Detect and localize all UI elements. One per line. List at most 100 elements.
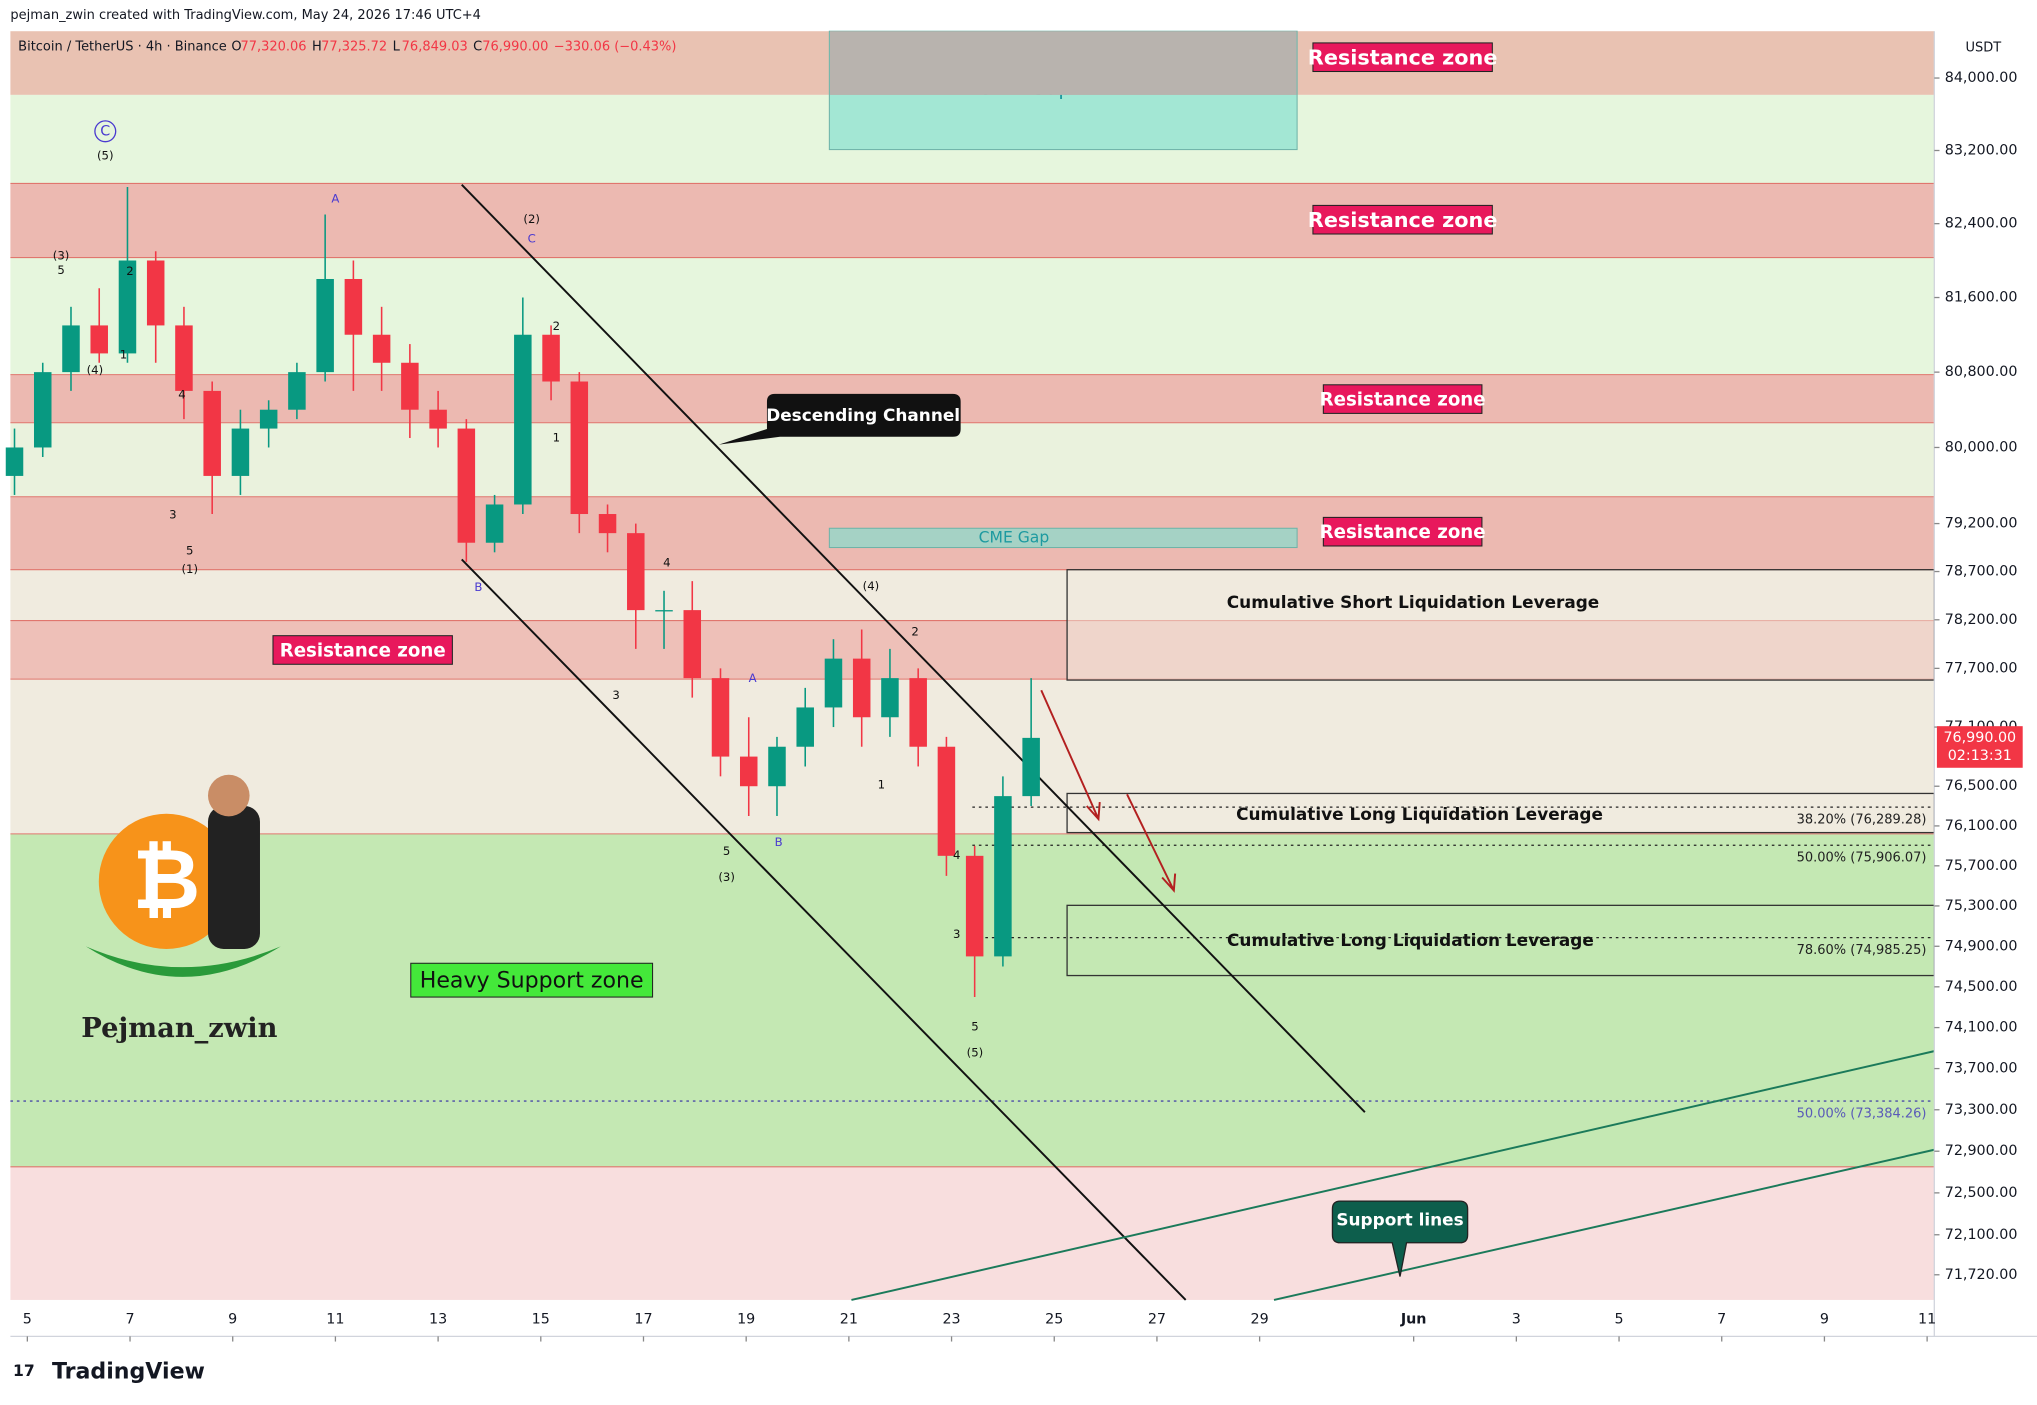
callout-box [718,393,961,445]
logo-symbol: ₿ [132,831,200,928]
wave-circle [94,120,117,143]
arrow [1126,793,1177,893]
x-tick-label: 5 [23,1311,32,1327]
ohlc-value: 76,990.00 [482,39,548,54]
candle-body [429,409,447,429]
ohlc-key: O [231,39,241,54]
candle-body [627,533,645,611]
avatar-head [207,774,250,817]
liquidation-label: Cumulative Long Liquidation Leverage [1227,930,1594,950]
candle-body [5,447,24,476]
x-tick-label: 15 [532,1311,550,1327]
price-tag-label: 76,990.00 [1943,730,2016,746]
fib-label: 50.00% (73,384.26) [1797,1107,1927,1122]
trend-line [461,184,1366,1113]
symbol: Bitcoin / TetherUS · 4h · Binance [18,39,227,54]
x-tick-label: 17 [634,1311,652,1327]
candle-body [824,658,843,708]
wave-label: 4 [663,555,670,569]
y-tick-label: 75,700.00 [1945,858,2018,874]
zone-label: Resistance zone [1308,208,1498,232]
y-tick-label: 76,500.00 [1945,778,2018,794]
ohlc-value: 77,320.06 [240,39,306,54]
zone-label: Resistance zone [280,640,446,661]
wave-label: (2) [523,212,540,226]
y-tick-label: 75,300.00 [1945,898,2018,914]
wave-label: B [474,580,482,594]
candle-body [146,260,165,326]
y-tick-label: 80,800.00 [1945,364,2018,380]
x-tick-label: 19 [737,1311,755,1327]
ohlc-value: 77,325.72 [321,39,387,54]
y-tick-label: 81,600.00 [1945,290,2018,306]
candle-body [1022,737,1040,797]
candle-body [965,855,984,957]
liquidation-label: Cumulative Long Liquidation Leverage [1236,804,1603,824]
arrow [1040,689,1101,822]
zone-label-box [272,635,453,665]
currency: USDT [1966,41,2002,56]
wave-label: 2 [911,624,918,638]
wave-label: 5 [971,1019,978,1033]
candle-body [655,610,673,612]
candle-body [937,746,956,856]
y-tick-label: 74,500.00 [1945,979,2018,995]
wave-label: C [528,232,536,246]
y-tick-label: 78,200.00 [1945,612,2018,628]
marks: C(5)(3)5 21(4)435(1)AB(2)C2143A5(3)B(4)21… [5,42,1498,1277]
trend-line [1273,1148,1935,1301]
zone-label-box [1312,204,1493,235]
liquidation-box [1066,569,1935,681]
x-tick-label: 7 [1717,1311,1726,1327]
x-tick-label: 13 [429,1311,447,1327]
x-tick-label: 5 [1614,1311,1623,1327]
avatar [207,805,260,949]
candle-body [909,678,927,747]
y-tick-label: 79,200.00 [1945,516,2018,532]
y-tick-label: 73,300.00 [1945,1102,2018,1118]
wave-label: 4 [178,388,185,402]
zone-label-box [1312,42,1493,73]
wave-label: 5 [57,263,64,277]
wave-label: 2 [553,319,560,333]
x-tick-label: 9 [1820,1311,1829,1327]
x-tick-label: 25 [1045,1311,1063,1327]
wave-label: 1 [553,431,560,445]
header: pejman_zwin created with TradingView.com… [10,8,481,23]
x-tick-label: 27 [1148,1311,1166,1327]
candle-body [231,428,250,476]
wave-label: 1 [878,778,885,792]
candle-body [796,707,814,747]
price-tag [1936,726,2023,768]
candle-body [203,390,221,476]
zone-label-box [1322,384,1483,414]
fib-label: 78.60% (74,985.25) [1797,943,1927,958]
candle-body [259,409,278,429]
wave-label: 2 [126,264,133,278]
y-tick-label: 72,100.00 [1945,1227,2018,1243]
liquidation-label: Cumulative Short Liquidation Leverage [1227,592,1599,612]
candle-body [768,746,786,787]
cme-gap-overlap [830,31,1297,95]
y-tick-label: 77,700.00 [1945,660,2018,676]
ohlc-key: H [312,39,322,54]
wave-label: (3) [718,870,735,884]
wave-label: 5 [186,544,193,558]
logo: ₿ [85,774,281,977]
x-tick-label: 11 [326,1311,344,1327]
wave-label: 5 [723,844,730,858]
zone [10,422,1935,497]
countdown: 02:13:31 [1948,748,2012,764]
x-tick-label: 29 [1251,1311,1269,1327]
zone-label: Resistance zone [1320,389,1486,410]
candle-body [62,325,80,373]
wave-label: (3) [53,249,70,263]
x-tick-label: 21 [840,1311,858,1327]
change: −330.06 (−0.43%) [554,39,677,54]
wave-label: 3 [612,688,619,702]
x-tick-label: 11 [1918,1311,1936,1327]
logo-coin [98,813,234,949]
y-tick-label: 71,720.00 [1945,1267,2018,1283]
x-tick-label: 23 [942,1311,960,1327]
candle-body [33,372,52,448]
